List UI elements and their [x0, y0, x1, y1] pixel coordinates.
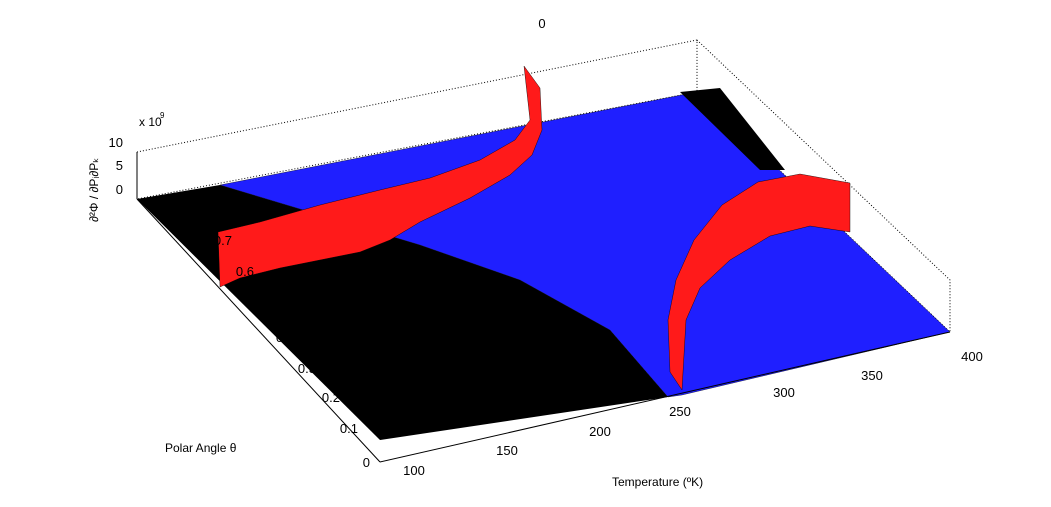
- tick-labels: 10015020025030035040000.10.20.30.40.50.6…: [109, 135, 983, 478]
- axis-lines: [136, 152, 951, 463]
- x-tick-400: 400: [961, 349, 983, 364]
- axes-box: [136, 39, 951, 334]
- y-tick-0.1: 0.1: [340, 421, 358, 436]
- x-tick-250: 250: [669, 404, 691, 419]
- red-walls: [217, 65, 851, 391]
- back-wall-right: [696, 39, 951, 334]
- x-tick-150: 150: [496, 443, 518, 458]
- y-tick-0.6: 0.6: [236, 264, 254, 279]
- y-tick-0.2: 0.2: [322, 390, 340, 405]
- z-tick-10: 10: [109, 135, 123, 150]
- y-axis-line: [136, 198, 381, 463]
- x-tick-200: 200: [589, 424, 611, 439]
- x-axis-label: Temperature (ºK): [612, 475, 703, 489]
- z-tick-5: 5: [116, 158, 123, 173]
- z-scale-label: x 10: [139, 115, 162, 129]
- y-tick-0.7: 0.7: [214, 233, 232, 248]
- x-tick-350: 350: [861, 368, 883, 383]
- y-tick-0: 0: [363, 455, 370, 470]
- y-tick-0.5: 0.5: [256, 297, 274, 312]
- y-axis-label: Polar Angle θ: [165, 441, 237, 455]
- x-tick-100: 100: [403, 463, 425, 478]
- z-tick-0: 0: [116, 182, 123, 197]
- x-tick-300: 300: [773, 385, 795, 400]
- y-tick-0.3: 0.3: [298, 361, 316, 376]
- chart-title: 0: [538, 16, 545, 31]
- black-corner-region: [680, 88, 785, 170]
- x-axis-line: [379, 331, 951, 463]
- y-tick-0.4: 0.4: [276, 330, 294, 345]
- red-wall-left: [217, 65, 543, 288]
- red-wall-right: [667, 173, 851, 391]
- z-axis-label: ∂²Φ / ∂Pᵢ∂Pₖ: [87, 158, 101, 222]
- z-scale-exponent: 9: [160, 111, 165, 120]
